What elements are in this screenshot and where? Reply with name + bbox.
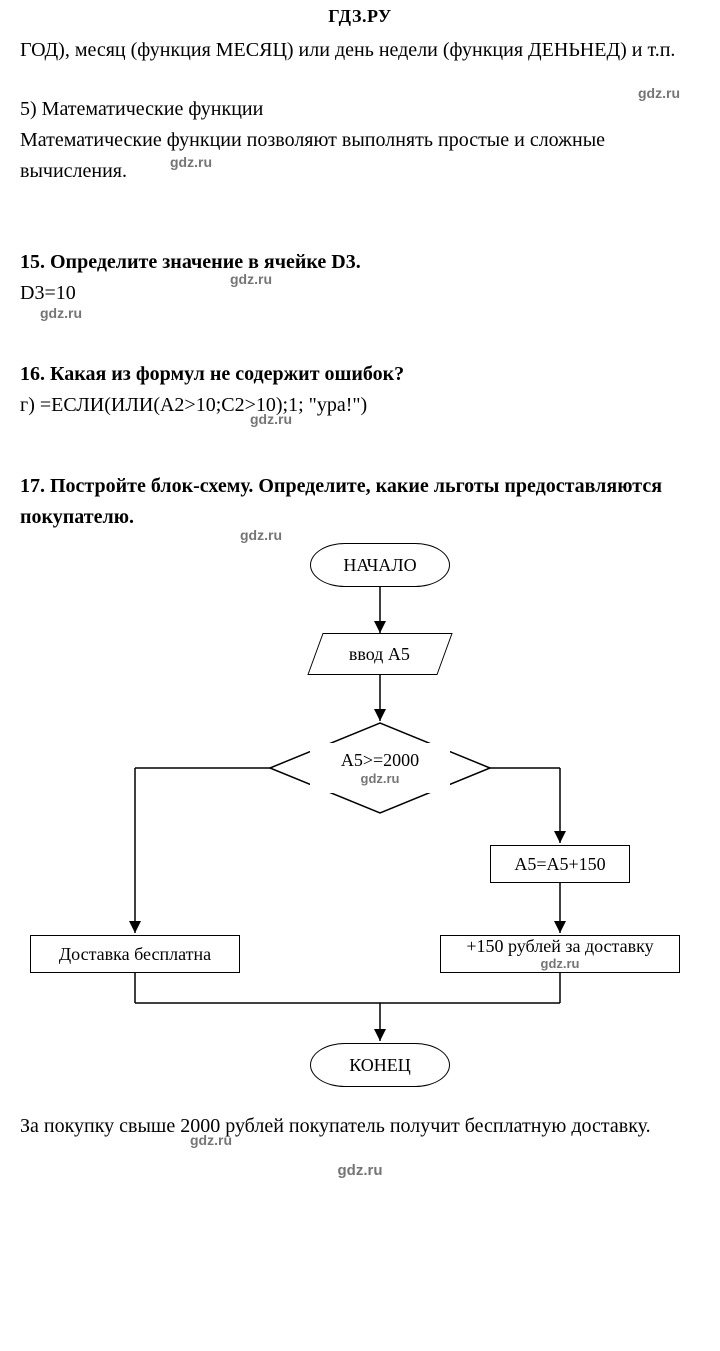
flow-condition: A5>=2000 gdz.ru — [310, 743, 450, 793]
flow-start-label: НАЧАЛО — [343, 555, 416, 576]
watermark: gdz.ru — [361, 771, 400, 786]
intro-paragraph: ГОД), месяц (функция МЕСЯЦ) или день нед… — [20, 35, 700, 66]
flow-cond-line1: A5>=2000 — [341, 750, 419, 771]
flow-end: КОНЕЦ — [310, 1043, 450, 1087]
flow-right-output: +150 рублей за доставку gdz.ru — [440, 935, 680, 973]
q15-answer: D3=10 — [20, 278, 700, 309]
flow-calc-label: A5=A5+150 — [514, 854, 605, 875]
q17-title: 17. Постройте блок-схему. Определите, ка… — [20, 471, 700, 533]
q15-title: 15. Определите значение в ячейке D3. — [20, 247, 700, 278]
flow-end-label: КОНЕЦ — [349, 1055, 411, 1076]
page-header-logo: ГДЗ.РУ — [20, 0, 700, 35]
flow-calc: A5=A5+150 — [490, 845, 630, 883]
section-5: 5) Математические функции Математические… — [20, 94, 700, 187]
question-15: 15. Определите значение в ячейке D3. gdz… — [20, 247, 700, 309]
q16-title: 16. Какая из формул не содержит ошибок? — [20, 359, 700, 390]
flow-input-label: ввод A5 — [349, 644, 410, 665]
footer-logo: gdz.ru — [20, 1162, 700, 1179]
flow-right-label: +150 рублей за доставку — [466, 937, 653, 957]
q17-conclusion: За покупку свыше 2000 рублей покупатель … — [20, 1111, 700, 1142]
flow-left-label: Доставка бесплатна — [59, 944, 211, 965]
flowchart-svg — [20, 543, 700, 1103]
flow-input: ввод A5 — [307, 633, 452, 675]
question-17: 17. Постройте блок-схему. Определите, ка… — [20, 471, 700, 1142]
flowchart: НАЧАЛО ввод A5 A5>=2000 gdz.ru A5=A5+150… — [20, 543, 700, 1103]
sec5-num: 5) Математические функции — [20, 94, 700, 125]
q16-answer: г) =ЕСЛИ(ИЛИ(A2>10;C2>10);1; "ура!") — [20, 390, 700, 421]
watermark: gdz.ru — [541, 957, 580, 971]
flow-left-output: Доставка бесплатна — [30, 935, 240, 973]
sec5-body: Математические функции позволяют выполня… — [20, 125, 700, 187]
question-16: 16. Какая из формул не содержит ошибок? … — [20, 359, 700, 421]
flow-start: НАЧАЛО — [310, 543, 450, 587]
